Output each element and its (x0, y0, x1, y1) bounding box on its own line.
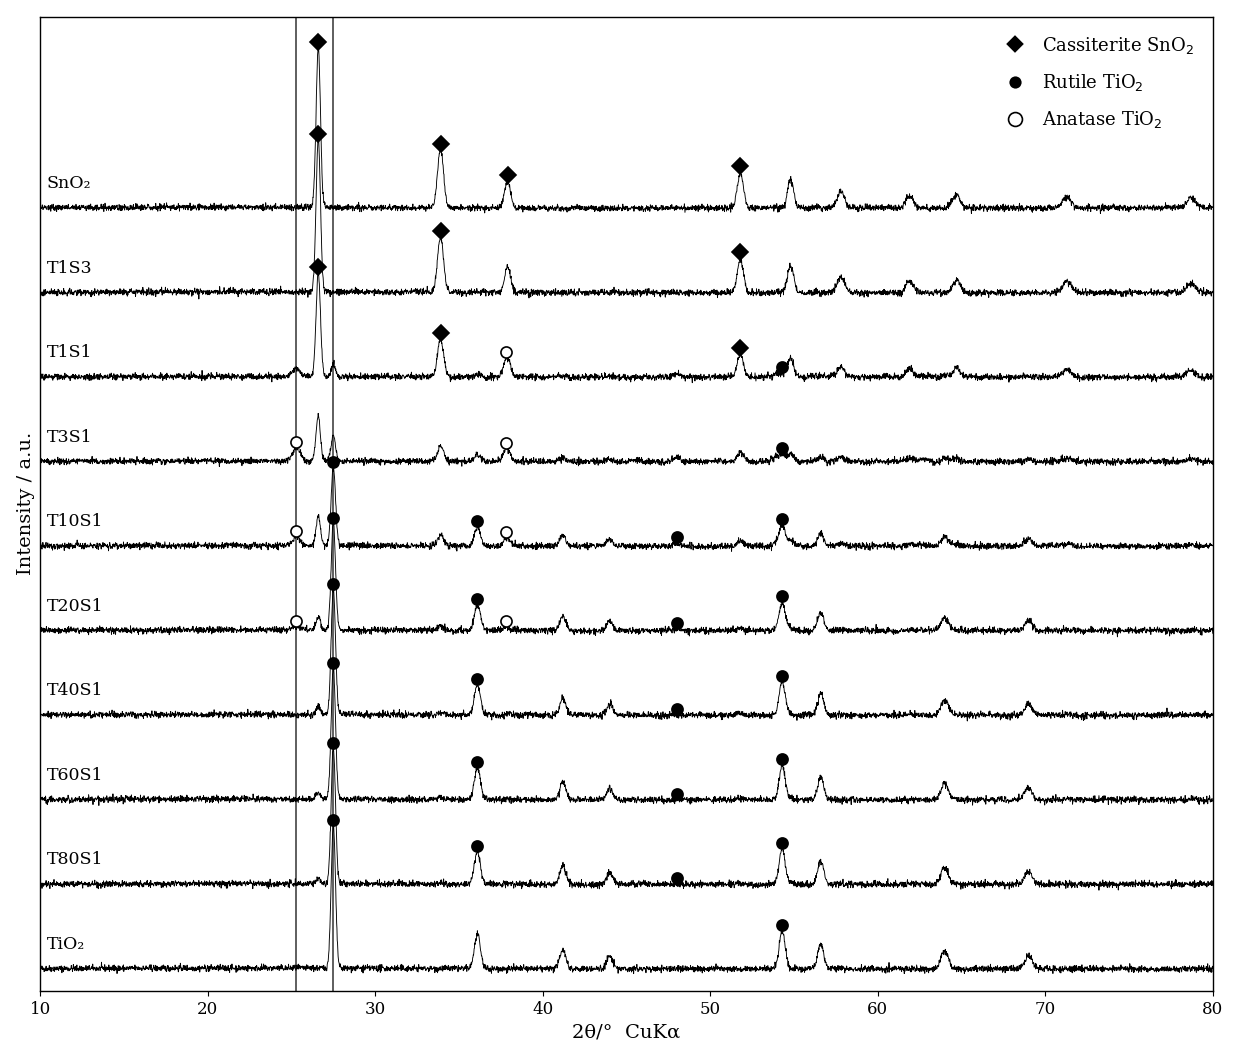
Text: T40S1: T40S1 (47, 682, 103, 699)
Text: T20S1: T20S1 (47, 598, 104, 615)
Text: SnO₂: SnO₂ (47, 175, 92, 191)
Legend: Cassiterite SnO$_2$, Rutile TiO$_2$, Anatase TiO$_2$: Cassiterite SnO$_2$, Rutile TiO$_2$, Ana… (988, 25, 1204, 140)
Text: TiO₂: TiO₂ (47, 935, 86, 953)
Text: T80S1: T80S1 (47, 852, 103, 869)
Text: T1S3: T1S3 (47, 259, 93, 276)
X-axis label: 2θ/°  CuKα: 2θ/° CuKα (573, 1023, 681, 1041)
Y-axis label: Intensity / a.u.: Intensity / a.u. (16, 433, 35, 576)
Text: T3S1: T3S1 (47, 428, 93, 445)
Text: T60S1: T60S1 (47, 767, 103, 784)
Text: T1S1: T1S1 (47, 344, 93, 361)
Text: T10S1: T10S1 (47, 513, 103, 530)
